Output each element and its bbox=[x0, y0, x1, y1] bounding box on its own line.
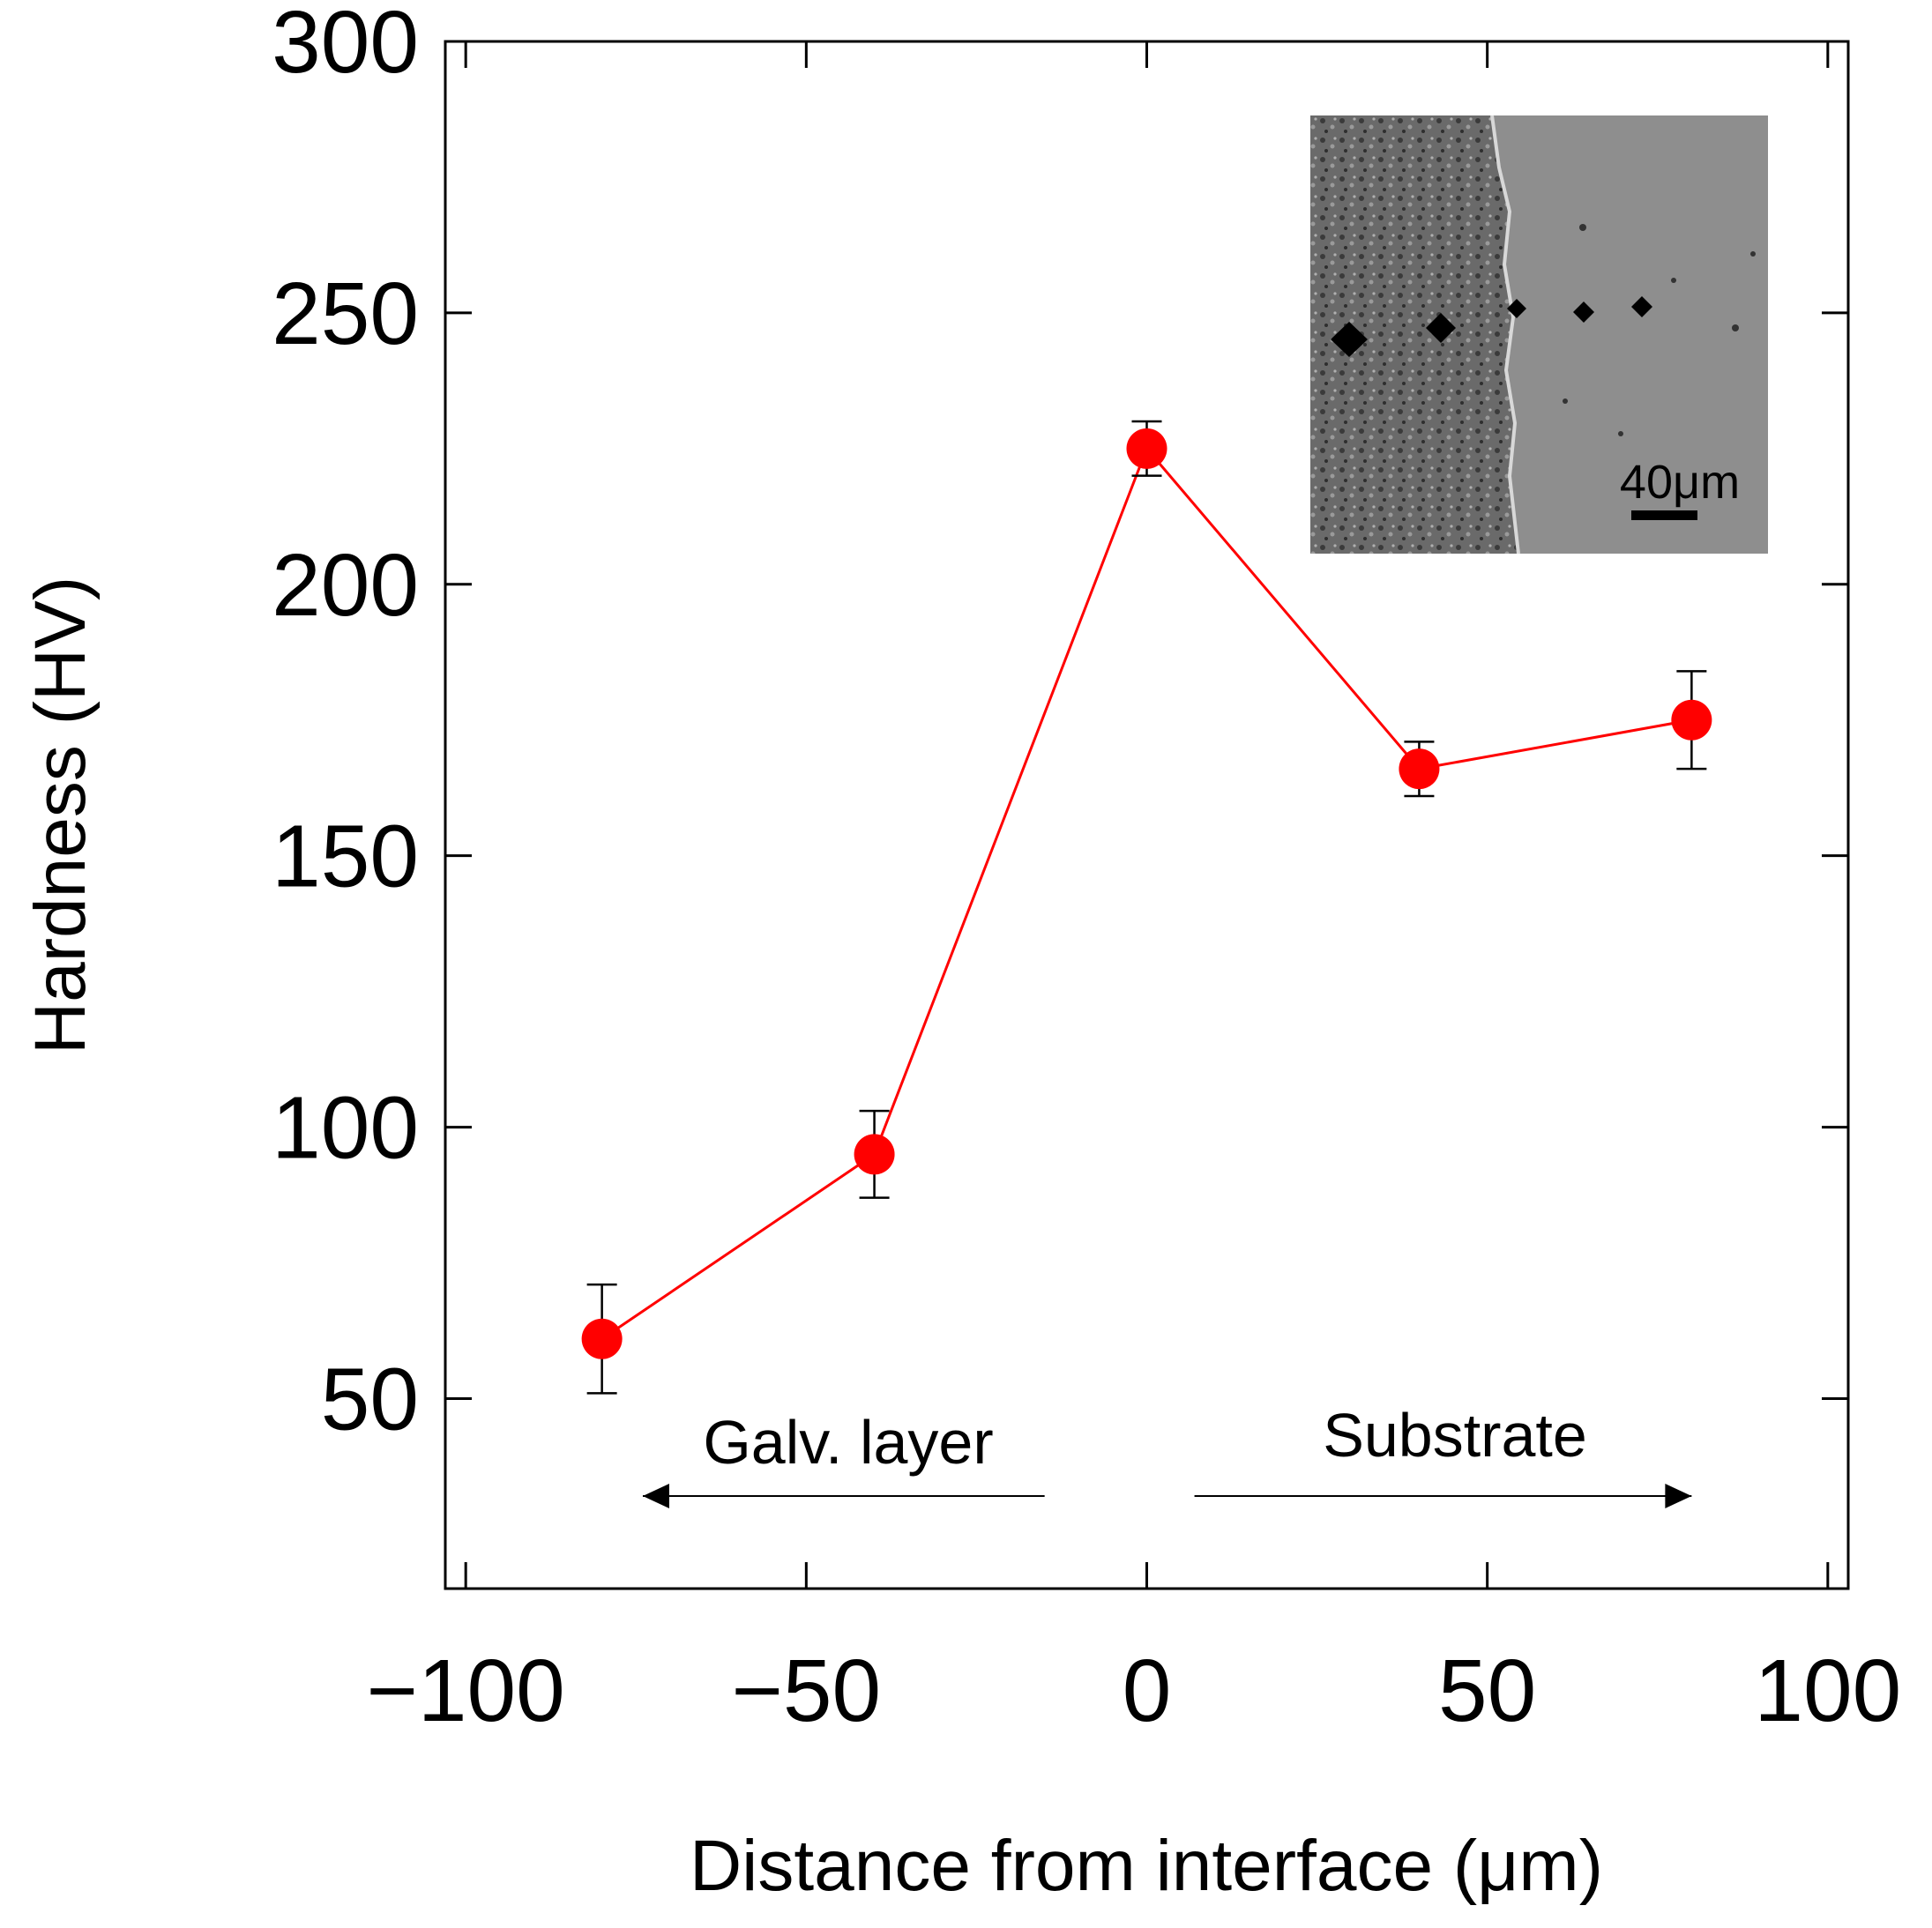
x-axis-title: Distance from interface (μm) bbox=[690, 1826, 1603, 1906]
axis-ticks bbox=[445, 40, 1848, 1589]
galv-layer-label: Galv. layer bbox=[703, 1408, 993, 1477]
scale-bar bbox=[1631, 510, 1697, 520]
micrograph-specks bbox=[1563, 224, 1756, 436]
y-tick-label: 300 bbox=[272, 0, 419, 92]
tick-labels: −100 −50 0 50 100 50 100 150 200 250 300 bbox=[272, 0, 1901, 1740]
x-tick-label: 50 bbox=[1438, 1641, 1536, 1740]
data-point bbox=[854, 1134, 895, 1175]
substrate-label: Substrate bbox=[1323, 1401, 1587, 1470]
series-hardness bbox=[581, 420, 1712, 1395]
x-tick-label: −50 bbox=[732, 1641, 882, 1740]
interface-line bbox=[1490, 115, 1520, 555]
y-tick-label: 150 bbox=[272, 808, 419, 906]
data-point bbox=[1126, 428, 1167, 469]
x-tick-label: −100 bbox=[367, 1641, 565, 1740]
data-point bbox=[581, 1318, 623, 1359]
x-tick-label: 0 bbox=[1123, 1641, 1172, 1740]
arrow-right-head bbox=[1665, 1484, 1692, 1508]
data-point bbox=[1399, 748, 1440, 790]
galvanized-layer-region bbox=[1310, 115, 1518, 554]
arrow-left-head bbox=[642, 1484, 669, 1508]
x-tick-label: 100 bbox=[1754, 1641, 1901, 1740]
indentation-marks bbox=[1331, 296, 1652, 357]
y-tick-label: 50 bbox=[321, 1350, 419, 1448]
scale-bar-label: 40μm bbox=[1620, 456, 1740, 509]
y-tick-label: 200 bbox=[272, 536, 419, 635]
y-axis-title: Hardness (HV) bbox=[20, 577, 101, 1054]
series-line bbox=[600, 445, 1692, 1340]
y-tick-label: 250 bbox=[272, 264, 419, 363]
inset-micrograph: 40μm bbox=[1310, 115, 1768, 555]
annotation-arrows bbox=[642, 1484, 1692, 1508]
y-tick-label: 100 bbox=[272, 1079, 419, 1178]
data-point bbox=[1671, 699, 1712, 741]
